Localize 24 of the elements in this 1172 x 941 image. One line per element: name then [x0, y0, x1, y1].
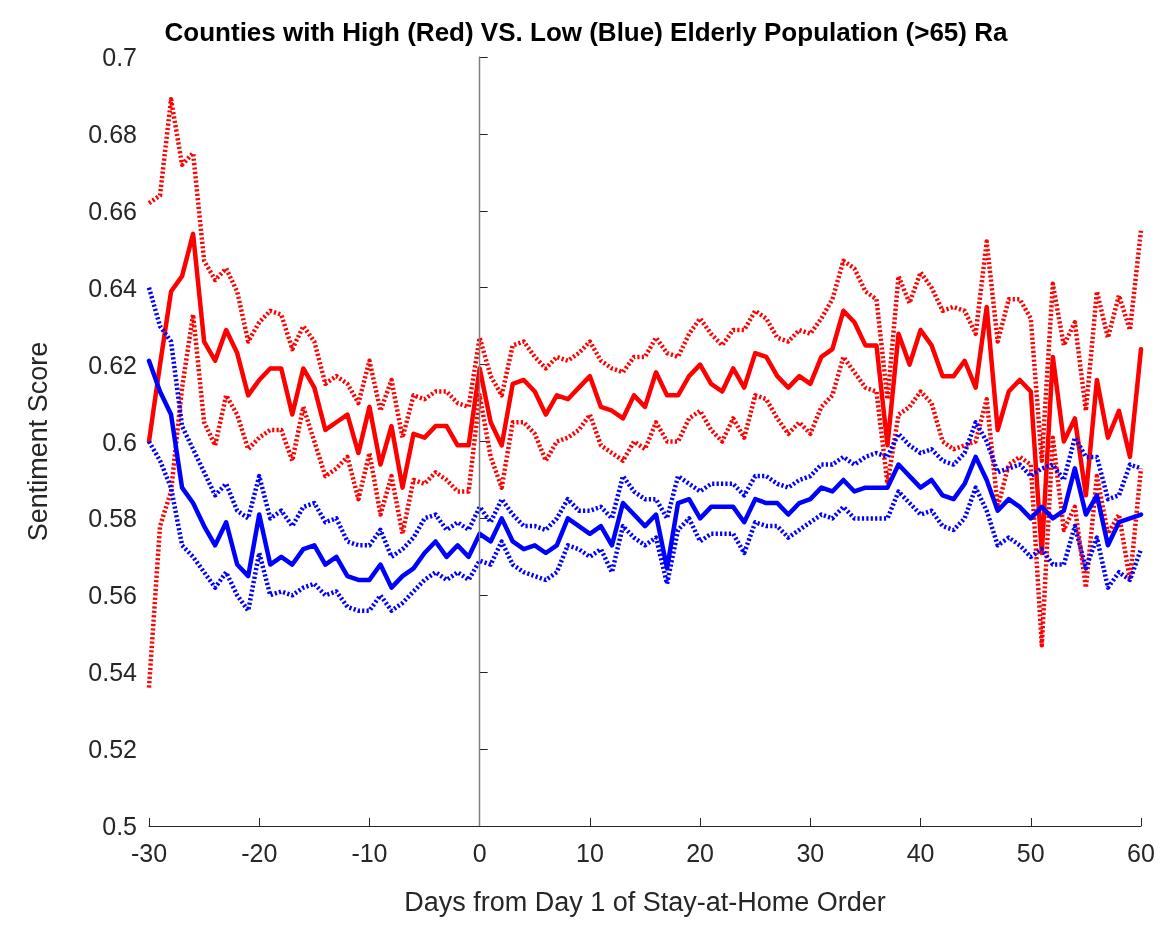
y-tick-label: 0.62	[88, 350, 137, 379]
x-tick-label: 10	[575, 838, 604, 867]
y-tick-label: 0.5	[102, 812, 137, 840]
y-tick-label: 0.64	[88, 273, 138, 302]
y-tick-label: 0.6	[102, 427, 137, 456]
x-tick-label: -20	[241, 838, 278, 867]
x-tick-label: 50	[1016, 838, 1045, 867]
y-axis-title: Sentiment Score	[22, 341, 53, 542]
chart-title: Counties with High (Red) VS. Low (Blue) Elderly Population (>65) Ra	[164, 17, 1008, 47]
y-tick-label: 0.52	[88, 735, 137, 764]
y-tick-label: 0.66	[88, 196, 137, 225]
x-tick-label: 30	[796, 838, 825, 867]
y-tick-label: 0.54	[88, 658, 138, 687]
y-tick-label: 0.7	[102, 43, 137, 71]
y-tick-label: 0.56	[88, 581, 137, 610]
x-tick-label: -30	[130, 838, 168, 867]
x-tick-label: -10	[351, 838, 388, 867]
y-tick-label: 0.58	[88, 504, 137, 533]
x-tick-label: 60	[1127, 838, 1155, 867]
x-tick-label: 0	[472, 838, 487, 867]
y-tick-label: 0.68	[88, 119, 137, 148]
x-axis-title: Days from Day 1 of Stay-at-Home Order	[404, 886, 886, 917]
x-tick-label: 40	[906, 838, 935, 867]
x-tick-label: 20	[686, 838, 715, 867]
